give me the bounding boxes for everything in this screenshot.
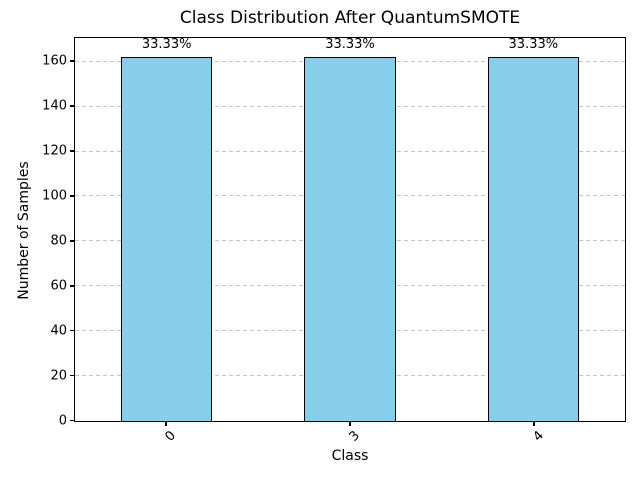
x-tick-mark [349,422,351,426]
y-tick-mark [70,150,74,152]
y-tick-mark [70,285,74,287]
y-tick-mark [70,195,74,197]
y-tick-label: 160 [42,53,67,69]
x-tick-mark [165,422,167,426]
y-tick-label: 100 [42,188,67,204]
y-tick-label: 0 [58,413,67,428]
y-tick-label: 60 [50,278,67,294]
y-tick-label: 120 [42,143,67,159]
y-tick-mark [70,60,74,62]
x-tick-mark [533,422,535,426]
x-axis-label: Class [331,448,369,464]
bar-class-0 [120,57,213,421]
plot-area: 33.33% 33.33% 33.33% [74,37,626,422]
bar-class-4 [487,57,580,421]
y-tick-label: 80 [50,233,67,249]
y-tick-mark [70,105,74,107]
x-tick-label-4: 4 [530,428,547,445]
y-tick-label: 40 [50,323,67,339]
y-axis-label: Number of Samples [16,161,32,300]
bar-value-label: 33.33% [508,37,559,53]
chart-title: Class Distribution After QuantumSMOTE [179,8,521,28]
y-tick-mark [70,329,74,332]
x-tick-label-0: 0 [162,428,179,445]
x-tick-label-3: 3 [346,428,363,445]
bar-value-label: 33.33% [141,37,192,53]
bar-value-label: 33.33% [325,37,375,53]
y-tick-mark [70,374,74,377]
y-tick-label: 20 [50,368,67,384]
bar-class-3 [304,57,396,421]
y-tick-mark [70,419,74,422]
y-tick-mark [70,240,74,242]
y-tick-label: 140 [42,98,67,114]
